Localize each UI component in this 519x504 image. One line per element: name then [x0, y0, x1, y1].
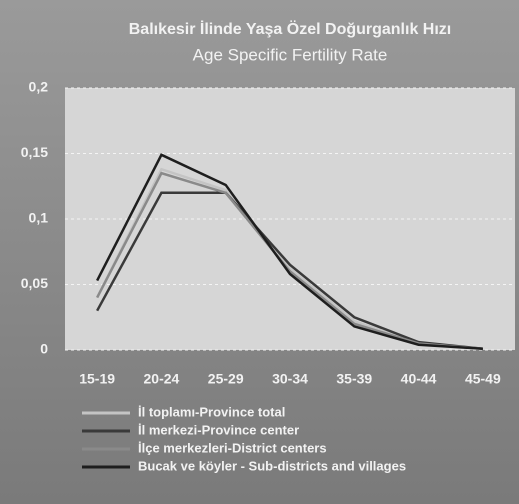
- y-tick-label: 0: [40, 341, 48, 357]
- legend-label: İl toplamı-Province total: [138, 404, 285, 419]
- x-tick-label: 30-34: [272, 371, 308, 387]
- series-line: [96, 153, 483, 350]
- series-line: [96, 191, 483, 350]
- series-line: [96, 171, 483, 350]
- x-tick-label: 25-29: [208, 371, 244, 387]
- y-tick-label: 0,1: [29, 210, 49, 226]
- chart-title: Balıkesir İlinde Yaşa Özel Doğurganlık H…: [129, 19, 451, 38]
- x-tick-label: 15-19: [79, 371, 115, 387]
- y-tick-label: 0,2: [29, 79, 49, 95]
- y-tick-label: 0,05: [21, 275, 48, 291]
- x-tick-label: 35-39: [336, 371, 372, 387]
- legend-label: Bucak ve köyler - Sub-districts and vill…: [138, 458, 406, 473]
- y-tick-label: 0,15: [21, 144, 48, 160]
- chart-subtitle: Age Specific Fertility Rate: [193, 45, 388, 64]
- x-tick-label: 45-49: [465, 371, 501, 387]
- x-tick-label: 20-24: [144, 371, 180, 387]
- legend-label: İlçe merkezleri-District centers: [138, 440, 327, 455]
- x-tick-label: 40-44: [401, 371, 437, 387]
- legend-label: İl merkezi-Province center: [138, 422, 299, 437]
